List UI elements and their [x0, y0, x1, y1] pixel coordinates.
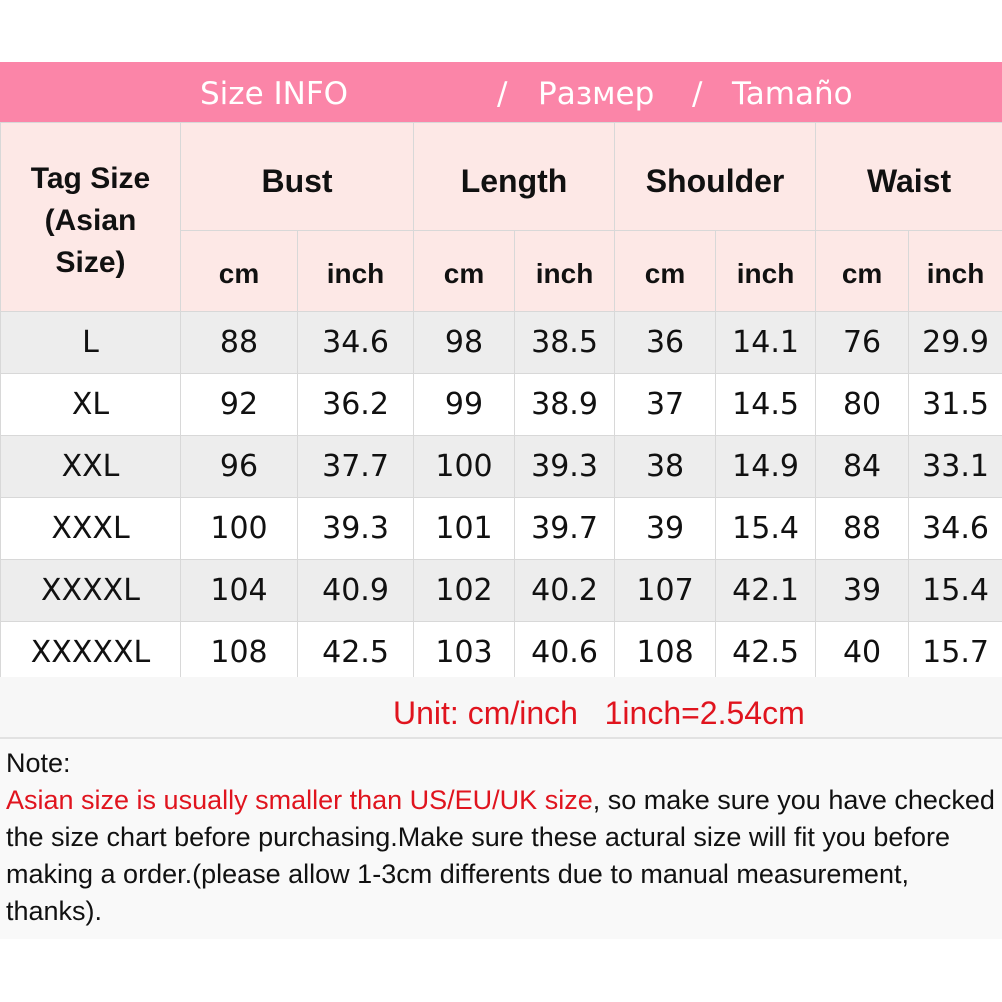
note-text: Asian size is usually smaller than US/EU…	[6, 782, 996, 930]
note-label: Note:	[6, 748, 71, 778]
measurement-cell: 108	[614, 621, 717, 684]
measurement-cell: 39	[815, 559, 910, 622]
note-section: Note: Asian size is usually smaller than…	[0, 739, 1002, 939]
measurement-cell: 42.5	[296, 621, 415, 684]
waist-header: Waist	[815, 122, 1002, 231]
length-header: Length	[413, 122, 616, 231]
measurement-cell: 103	[413, 621, 516, 684]
size-cell: L	[0, 311, 181, 374]
measurement-cell: 92	[180, 373, 298, 436]
note-body: , so make sure you have checked the size…	[6, 785, 995, 926]
measurement-cell: 100	[180, 497, 298, 560]
banner-title-es: Tamaño	[732, 76, 853, 112]
measurement-cell: 37.7	[296, 435, 415, 498]
measurement-cell: 14.1	[715, 311, 817, 374]
measurement-cell: 104	[180, 559, 298, 622]
measurement-cell: 98	[413, 311, 516, 374]
unit-header: cm	[180, 230, 298, 312]
unit-header: inch	[514, 230, 616, 312]
measurement-cell: 14.5	[715, 373, 817, 436]
unit-header: cm	[614, 230, 717, 312]
unit-header: cm	[413, 230, 516, 312]
measurement-cell: 88	[815, 497, 910, 560]
size-cell: XXL	[0, 435, 181, 498]
measurement-cell: 39.7	[514, 497, 616, 560]
measurement-cell: 14.9	[715, 435, 817, 498]
measurement-cell: 101	[413, 497, 516, 560]
measurement-cell: 38.9	[514, 373, 616, 436]
measurement-cell: 37	[614, 373, 717, 436]
unit-header: cm	[815, 230, 910, 312]
measurement-cell: 99	[413, 373, 516, 436]
measurement-cell: 100	[413, 435, 516, 498]
measurement-cell: 102	[413, 559, 516, 622]
tag-size-header-line: Size)	[55, 246, 126, 279]
bust-header: Bust	[179, 122, 415, 231]
measurement-cell: 36.2	[296, 373, 415, 436]
unit-header: inch	[715, 230, 817, 312]
measurement-cell: 38	[614, 435, 717, 498]
unit-header: inch	[296, 230, 415, 312]
measurement-cell: 29.9	[908, 311, 1002, 374]
measurement-cell: 40.6	[514, 621, 616, 684]
measurement-cell: 42.5	[715, 621, 817, 684]
measurement-cell: 107	[614, 559, 717, 622]
size-table: Tag Size (Asian Size) Bust Length Should…	[0, 122, 1002, 684]
measurement-cell: 34.6	[908, 497, 1002, 560]
measurement-cell: 33.1	[908, 435, 1002, 498]
measurement-cell: 96	[180, 435, 298, 498]
size-cell: XXXXL	[0, 559, 181, 622]
banner-title-ru: Размер	[538, 76, 655, 112]
banner-separator: /	[692, 76, 703, 112]
measurement-cell: 40	[815, 621, 910, 684]
size-cell: XXXL	[0, 497, 181, 560]
measurement-cell: 38.5	[514, 311, 616, 374]
tag-size-header-line: Tag Size	[30, 162, 151, 195]
size-cell: XXXXXL	[0, 621, 181, 684]
table-row: XXXL 100 39.3 101 39.7 39 15.4 88 34.6	[0, 497, 1002, 560]
measurement-cell: 39.3	[296, 497, 415, 560]
measurement-cell: 88	[180, 311, 298, 374]
measurement-cell: 39	[614, 497, 717, 560]
measurement-cell: 15.7	[908, 621, 1002, 684]
unit-conversion-text: Unit: cm/inch 1inch=2.54cm	[393, 695, 805, 731]
table-row: XXXXL 104 40.9 102 40.2 107 42.1 39 15.4	[0, 559, 1002, 622]
measurement-cell: 80	[815, 373, 910, 436]
unit-note: Unit: cm/inch 1inch=2.54cm	[0, 677, 1002, 739]
table-row: L 88 34.6 98 38.5 36 14.1 76 29.9	[0, 311, 1002, 374]
banner-title: Size INFO	[200, 76, 349, 112]
measurement-cell: 76	[815, 311, 910, 374]
shoulder-header: Shoulder	[614, 122, 817, 231]
table-row: XXXXXL 108 42.5 103 40.6 108 42.5 40 15.7	[0, 621, 1002, 684]
note-warning: Asian size is usually smaller than US/EU…	[6, 785, 593, 815]
measurement-cell: 34.6	[296, 311, 415, 374]
banner-separator: /	[497, 76, 508, 112]
measurement-cell: 42.1	[715, 559, 817, 622]
table-row: XXL 96 37.7 100 39.3 38 14.9 84 33.1	[0, 435, 1002, 498]
tag-size-header-line: (Asian	[44, 204, 137, 237]
measurement-cell: 15.4	[908, 559, 1002, 622]
measurement-cell: 40.2	[514, 559, 616, 622]
unit-header: inch	[908, 230, 1002, 312]
table-row: XL 92 36.2 99 38.9 37 14.5 80 31.5	[0, 373, 1002, 436]
measurement-cell: 39.3	[514, 435, 616, 498]
measurement-cell: 36	[614, 311, 717, 374]
measurement-cell: 15.4	[715, 497, 817, 560]
size-info-banner: Size INFO / Размер / Tamaño	[0, 62, 1002, 122]
measurement-cell: 108	[180, 621, 298, 684]
measurement-cell: 31.5	[908, 373, 1002, 436]
size-cell: XL	[0, 373, 181, 436]
measurement-cell: 40.9	[296, 559, 415, 622]
tag-size-header: Tag Size (Asian Size)	[0, 122, 181, 312]
measurement-cell: 84	[815, 435, 910, 498]
